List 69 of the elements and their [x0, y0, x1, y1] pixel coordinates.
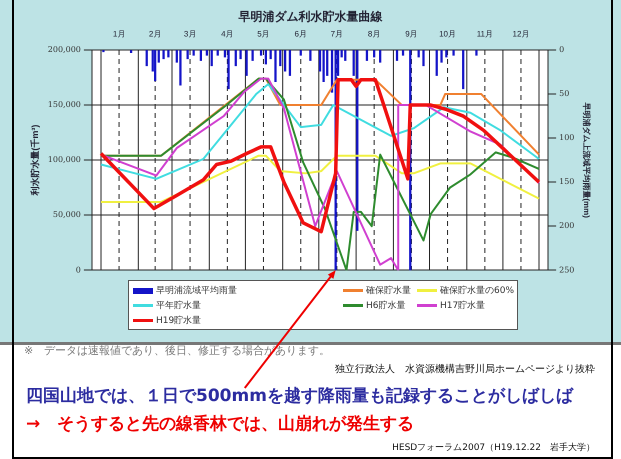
x-tick-label: 4月 [221, 29, 234, 38]
bar [167, 50, 170, 58]
bar [251, 50, 254, 61]
bar [146, 50, 148, 66]
y2-tick-label: 150 [559, 177, 574, 186]
y-tick-label: 50,000 [52, 210, 81, 220]
x-tick-label: 3月 [184, 29, 196, 38]
bar [270, 50, 272, 60]
x-tick-label: 8月 [368, 29, 380, 38]
bar [396, 50, 398, 61]
bar [402, 50, 404, 56]
bar [130, 50, 132, 53]
bar [366, 50, 368, 61]
y2-tick-label: 200 [559, 221, 574, 230]
x-tick-label: 12月 [512, 29, 530, 38]
x-tick-label: 1月 [112, 29, 126, 38]
text: HESDフォーラム2007（H19.12.22 岩手大学） [392, 442, 595, 454]
legend-label: 確保貯水量 [365, 284, 412, 298]
bar [309, 50, 312, 61]
legend-label: 平年貯水量 [155, 300, 202, 313]
bar [288, 50, 292, 76]
y-tick-label: 0 [76, 265, 81, 274]
legend-label: H6貯水量 [365, 300, 406, 313]
legend-label: 確保貯水量の60% [439, 284, 516, 298]
bar [344, 50, 346, 61]
bar [475, 50, 478, 56]
bar [436, 50, 438, 76]
bar [445, 50, 448, 58]
bar [192, 50, 195, 56]
y2-tick-label: 250 [559, 265, 574, 274]
x-tick-label: 2月 [148, 29, 162, 38]
x-tick-label: 10月 [439, 29, 456, 38]
text: 独立行政法人 水資源機構吉野川局ホームページより抜粋 [335, 362, 595, 376]
chart-title: 早明浦ダム利水貯水量曲線 [238, 10, 384, 24]
text: → そうすると先の線香林では、山崩れが発生する [26, 413, 414, 435]
y2-tick-label: 100 [559, 133, 574, 142]
bar [379, 50, 382, 63]
bar [206, 50, 208, 56]
legend-label: 早明浦流域平均雨量 [155, 284, 238, 298]
x-tick-label: 11月 [476, 29, 494, 38]
x-tick-label: 6月 [294, 29, 307, 38]
annotation: 四国山地では、１日で500mmを越す降雨量も記録することがしばしば [26, 385, 573, 407]
bar [260, 50, 262, 56]
y-axis-title: 利水貯水量(千m³) [30, 124, 40, 197]
legend-label: H17貯水量 [439, 300, 486, 313]
y-tick-label: 150,000 [48, 100, 81, 110]
y2-tick-label: 50 [559, 89, 570, 98]
legend-label: H19貯水量 [155, 314, 202, 328]
y-tick-label: 200,000 [48, 45, 81, 54]
bar [154, 50, 156, 82]
bar [210, 50, 213, 66]
x-tick-label: 9月 [405, 29, 418, 38]
bar [234, 50, 237, 66]
x-tick-label: 5月 [257, 29, 270, 38]
bar [186, 50, 189, 60]
bar [452, 50, 455, 56]
y-tick-label: 100,000 [48, 155, 81, 164]
bar [462, 50, 464, 90]
bar [300, 50, 302, 56]
y2-tick-label: 0 [559, 45, 564, 54]
x-tick-label: 7月 [330, 29, 344, 38]
bar [216, 50, 219, 56]
bar [200, 50, 202, 61]
y2-axis-title: 早明浦ダム上流域平均雨量(mm) [582, 101, 592, 218]
bar [245, 50, 248, 76]
bar [418, 50, 420, 58]
bar [373, 50, 376, 58]
bar [279, 50, 282, 66]
bar [264, 50, 267, 64]
